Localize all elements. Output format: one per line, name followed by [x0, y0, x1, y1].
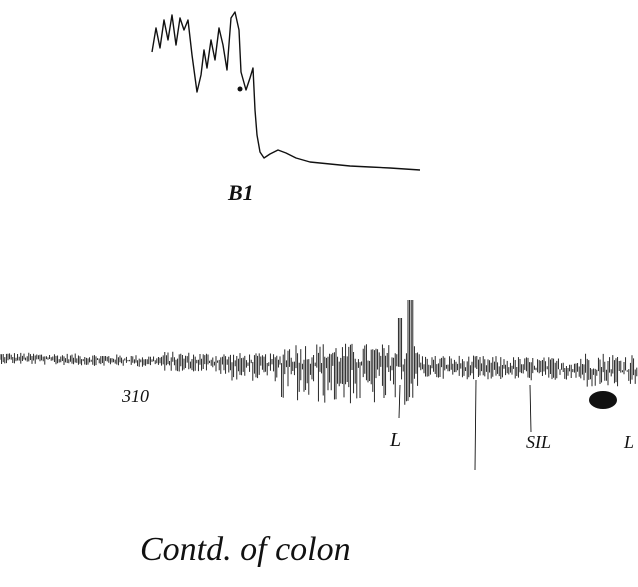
top-trace [151, 11, 421, 171]
trace-lines [0, 300, 638, 471]
trace-label: L [623, 432, 634, 452]
trace-label: B1 [227, 180, 254, 205]
dense-blob [589, 391, 617, 409]
trace-label: SIL [526, 432, 551, 452]
dot [237, 86, 243, 92]
bottom-trace [0, 300, 638, 471]
caption: Contd. of colon [140, 531, 351, 568]
trace-label: 310 [121, 386, 149, 406]
trace-label: L [389, 429, 401, 451]
